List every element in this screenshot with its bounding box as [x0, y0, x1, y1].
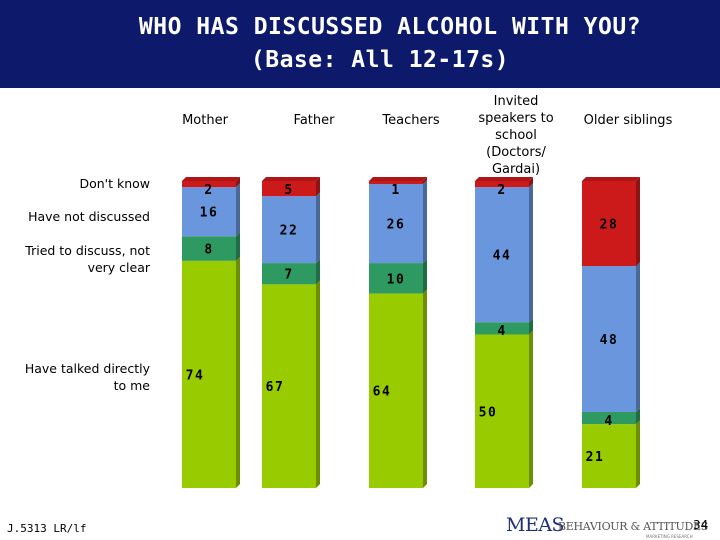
data-label-older-siblings-dont-know: 28 [600, 218, 619, 233]
column-header-invited-speakers: Invited speakers to school (Doctors/ Gar… [478, 94, 554, 177]
bar-side-invited-speakers-tried-to-discuss [529, 318, 533, 335]
data-label-invited-speakers-dont-know: 2 [497, 183, 506, 198]
bar-side-mother-dont-know [236, 177, 240, 188]
bar-side-mother-talked-directly [236, 256, 240, 488]
data-label-teachers-not-discussed: 26 [387, 218, 406, 233]
bar-side-father-tried-to-discuss [316, 259, 320, 285]
title-banner: WHO HAS DISCUSSED ALCOHOL WITH YOU? (Bas… [0, 0, 720, 88]
data-label-older-siblings-not-discussed: 48 [600, 333, 619, 348]
bar-side-older-siblings-not-discussed [636, 262, 640, 413]
data-label-father-tried-to-discuss: 7 [284, 268, 293, 283]
bar-segment-teachers-talked-directly [369, 293, 423, 488]
bar-segment-teachers-tried-to-discuss [369, 263, 423, 294]
data-label-father-dont-know: 5 [284, 183, 293, 198]
bar-segment-invited-speakers-tried-to-discuss [475, 322, 529, 335]
bar-side-father-dont-know [316, 177, 320, 197]
meas-logo: MEAS [506, 514, 565, 536]
bar-segment-invited-speakers-not-discussed [475, 187, 529, 323]
bar-segment-mother-not-discussed [182, 187, 236, 237]
bar-side-invited-speakers-dont-know [529, 177, 533, 188]
bar-side-invited-speakers-talked-directly [529, 330, 533, 488]
data-label-mother-not-discussed: 16 [200, 206, 219, 221]
data-label-father-not-discussed: 22 [280, 224, 299, 239]
bar-side-teachers-tried-to-discuss [423, 259, 427, 294]
bar-segment-mother-talked-directly [182, 260, 236, 488]
behaviour-attitudes-logo: BEHAVIOUR & ATTITUDES [558, 520, 709, 533]
bar-side-teachers-talked-directly [423, 289, 427, 488]
bar-segment-mother-dont-know [182, 181, 236, 188]
data-label-older-siblings-tried-to-discuss: 4 [604, 414, 613, 429]
bar-segment-mother-tried-to-discuss [182, 236, 236, 261]
data-label-father-talked-directly: 67 [266, 380, 285, 395]
row-label-tried: Tried to discuss, not very clear [25, 243, 150, 275]
data-label-invited-speakers-tried-to-discuss: 4 [497, 324, 506, 339]
bar-side-older-siblings-talked-directly [636, 420, 640, 488]
column-header-teachers: Teachers [382, 113, 440, 128]
page-number: 34 [693, 518, 709, 532]
bar-segment-father-tried-to-discuss [262, 263, 316, 285]
row-label-dont-know: Don't know [79, 176, 150, 191]
bar-side-mother-not-discussed [236, 183, 240, 237]
bar-side-mother-tried-to-discuss [236, 232, 240, 261]
bar-side-father-not-discussed [316, 192, 320, 264]
behaviour-attitudes-tagline: MARKETING RESEARCH [646, 534, 693, 539]
bar-top-invited-speakers [475, 177, 533, 181]
data-label-invited-speakers-not-discussed: 44 [493, 249, 512, 264]
bar-side-invited-speakers-not-discussed [529, 183, 533, 323]
bar-side-teachers-not-discussed [423, 180, 427, 264]
bar-segment-invited-speakers-dont-know [475, 181, 529, 188]
data-label-mother-talked-directly: 74 [186, 368, 205, 383]
data-label-invited-speakers-talked-directly: 50 [479, 405, 498, 420]
data-label-older-siblings-talked-directly: 21 [586, 450, 605, 465]
bar-segment-older-siblings-not-discussed [582, 266, 636, 413]
row-label-not-discussed: Have not discussed [28, 209, 150, 224]
bar-segment-invited-speakers-talked-directly [475, 334, 529, 488]
bar-segment-older-siblings-dont-know [582, 181, 636, 267]
job-reference: J.5313 LR/lf [7, 522, 87, 535]
bar-top-teachers [369, 177, 427, 181]
data-label-mother-tried-to-discuss: 8 [204, 243, 213, 258]
row-label-talked-directly: Have talked directly to me [24, 361, 150, 393]
bar-top-father [262, 177, 320, 181]
data-label-teachers-dont-know: 1 [391, 183, 400, 198]
bar-segment-father-talked-directly [262, 284, 316, 488]
bar-segment-older-siblings-talked-directly [582, 424, 636, 488]
column-header-mother: Mother [182, 113, 228, 128]
bar-top-mother [182, 177, 240, 181]
bar-segment-teachers-dont-know [369, 181, 423, 185]
bar-segment-father-dont-know [262, 181, 316, 197]
data-label-teachers-talked-directly: 64 [373, 385, 392, 400]
column-header-older-siblings: Older siblings [583, 113, 673, 128]
bar-side-older-siblings-tried-to-discuss [636, 408, 640, 425]
slide-subtitle: (Base: All 12-17s) [250, 47, 510, 73]
bar-segment-teachers-not-discussed [369, 184, 423, 264]
bar-side-father-talked-directly [316, 280, 320, 488]
slide-title: WHO HAS DISCUSSED ALCOHOL WITH YOU? [138, 14, 642, 40]
data-label-mother-dont-know: 2 [204, 183, 213, 198]
data-label-teachers-tried-to-discuss: 10 [387, 272, 406, 287]
bar-side-teachers-dont-know [423, 177, 427, 185]
bar-segment-father-not-discussed [262, 196, 316, 264]
column-header-father: Father [293, 113, 335, 128]
bar-segment-older-siblings-tried-to-discuss [582, 412, 636, 425]
bar-top-older-siblings [582, 177, 640, 181]
bar-side-older-siblings-dont-know [636, 177, 640, 267]
